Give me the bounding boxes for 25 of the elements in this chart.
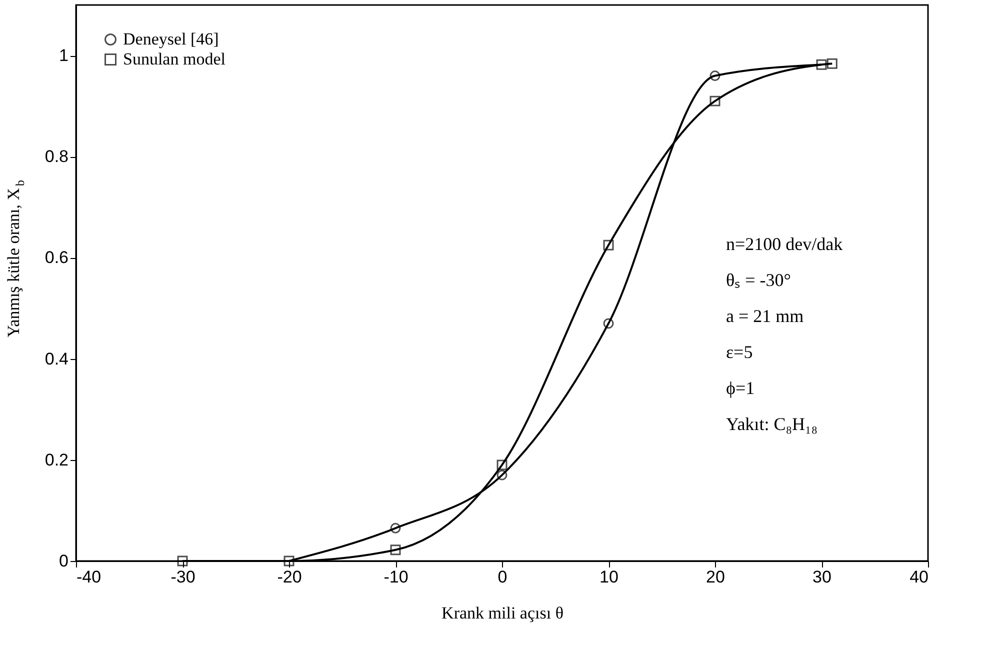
x-tick-label: 20 <box>706 568 725 586</box>
y-tick-label: 0.8 <box>44 147 68 166</box>
x-tick-label: -40 <box>76 568 102 586</box>
y-tick-label: 0.6 <box>44 248 68 268</box>
legend-label: Sunulan model <box>123 50 226 68</box>
y-axis-title: Yanmış kütle oranı, Xb <box>4 180 27 338</box>
annotation: Yakıt: C₈H₁₈ <box>726 414 818 434</box>
x-tick-label: -20 <box>277 568 302 586</box>
annotation: ϕ=1 <box>726 378 755 398</box>
annotation: ε=5 <box>726 342 753 362</box>
annotation: θₛ = -30° <box>726 270 791 290</box>
x-tick-label: -10 <box>384 568 408 586</box>
x-tick-label: 10 <box>600 568 618 586</box>
y-tick-label: 0 <box>59 552 68 570</box>
annotation: n=2100 dev/dak <box>726 234 843 254</box>
annotation: a = 21 mm <box>726 306 804 326</box>
x-tick-label: 0 <box>498 568 508 586</box>
x-tick-label: 40 <box>910 568 928 586</box>
y-tick-label: 0.4 <box>44 349 68 368</box>
x-tick-label: 30 <box>812 568 832 586</box>
y-tick-label: 1 <box>59 46 68 66</box>
x-tick-label: -30 <box>170 568 196 586</box>
y-tick-label: 0.2 <box>44 450 68 470</box>
x-axis-title: Krank mili açısı θ <box>442 604 564 622</box>
legend-label: Deneysel [46] <box>123 30 219 48</box>
